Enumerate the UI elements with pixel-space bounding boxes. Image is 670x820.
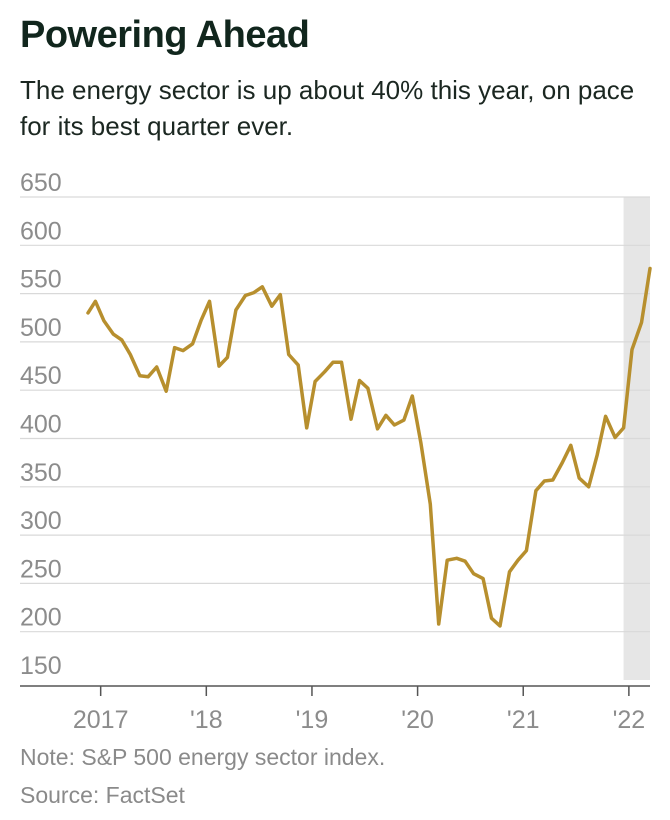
energy-index-line [86,266,652,628]
y-tick-label-250: 250 [20,555,62,583]
y-tick-label-450: 450 [20,362,62,390]
y-tick-label-150: 150 [20,652,62,680]
chart-note: Note: S&P 500 energy sector index. [20,744,386,770]
gridlines [20,196,650,633]
x-tick-label-2021: '21 [507,706,540,734]
chart-subtitle: The energy sector is up about 40% this y… [20,75,635,141]
x-tick-label-2018: '18 [190,706,223,734]
y-tick-label-600: 600 [20,217,62,245]
y-tick-label-550: 550 [20,266,62,294]
y-tick-label-300: 300 [20,507,62,535]
data-points [87,268,651,627]
y-tick-label-400: 400 [20,411,62,439]
x-tick-label-2017: 2017 [73,706,129,734]
y-tick-label-350: 350 [20,459,62,487]
y-tick-label-200: 200 [20,604,62,632]
y-tick-label-650: 650 [20,170,62,197]
y-tick-label-500: 500 [20,314,62,342]
x-tick-label-2022: '22 [613,706,646,734]
x-tick-label-2020: '20 [401,706,434,734]
chart-source: Source: FactSet [20,782,185,808]
y-axis-labels: 150 200 250 300 350 400 450 500 550 600 650 [20,170,62,680]
x-tick-label-2019: '19 [296,706,329,734]
x-axis [20,685,650,696]
line-chart: 150 200 250 300 350 400 450 500 550 600 650 2017 '1… [20,170,652,734]
chart-title: Powering Ahead [20,14,310,56]
x-axis-labels: 2017 '18 '19 '20 '21 '22 [73,706,645,734]
